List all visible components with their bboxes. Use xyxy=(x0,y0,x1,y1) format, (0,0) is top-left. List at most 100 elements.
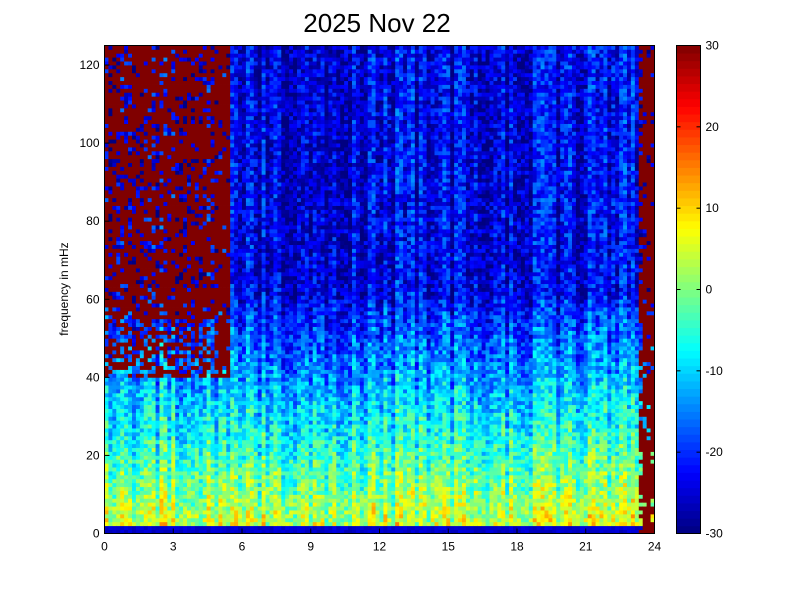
heatmap-cell xyxy=(124,439,129,445)
heatmap-cell xyxy=(175,178,180,183)
heatmap-cell xyxy=(230,260,235,265)
heatmap-cell xyxy=(198,131,204,136)
heatmap-cell xyxy=(238,303,243,308)
heatmap-cell xyxy=(167,291,172,296)
heatmap-cell xyxy=(112,326,117,331)
heatmap-cell xyxy=(214,96,219,101)
heatmap-cell xyxy=(151,279,156,285)
heatmap-cell xyxy=(245,236,251,242)
heatmap-cell xyxy=(171,314,176,320)
heatmap-cell xyxy=(171,162,176,167)
heatmap-cell xyxy=(222,232,227,238)
heatmap-cell xyxy=(222,283,227,288)
heatmap-cell xyxy=(112,310,117,316)
heatmap-cell xyxy=(206,76,211,82)
heatmap-cell xyxy=(226,326,231,331)
heatmap-cell xyxy=(147,303,153,308)
heatmap-cell xyxy=(202,307,208,312)
heatmap-cell xyxy=(112,455,117,460)
heatmap-cell xyxy=(249,404,255,409)
heatmap-cell xyxy=(242,326,247,331)
heatmap-cell xyxy=(120,119,125,124)
heatmap-cell xyxy=(202,213,208,218)
heatmap-cell xyxy=(120,404,125,409)
heatmap-cell xyxy=(198,525,204,530)
heatmap-cell xyxy=(128,283,133,288)
heatmap-cell xyxy=(242,100,247,105)
heatmap-cell xyxy=(175,346,180,351)
heatmap-cell xyxy=(112,49,117,54)
heatmap-cell xyxy=(234,162,239,167)
heatmap-cell xyxy=(226,271,231,277)
heatmap-cell xyxy=(151,100,156,105)
heatmap-cell xyxy=(214,88,219,93)
heatmap-cell xyxy=(214,412,219,417)
heatmap-cell xyxy=(202,299,208,304)
heatmap-cell xyxy=(194,178,200,183)
heatmap-cell xyxy=(128,139,133,144)
heatmap-cell xyxy=(190,197,196,203)
heatmap-cell xyxy=(183,330,188,335)
heatmap-cell xyxy=(249,68,255,74)
heatmap-cell xyxy=(194,506,200,511)
heatmap-cell xyxy=(249,424,255,429)
heatmap-cell xyxy=(214,467,219,472)
heatmap-cell xyxy=(202,369,208,374)
heatmap-cell xyxy=(124,502,129,507)
heatmap-cell xyxy=(190,72,196,78)
heatmap-cell xyxy=(218,225,223,230)
heatmap-cell xyxy=(171,428,176,433)
heatmap-cell xyxy=(128,291,133,296)
heatmap-cell xyxy=(167,61,172,66)
heatmap-cell xyxy=(202,147,208,152)
heatmap-cell xyxy=(112,248,117,253)
heatmap-cell xyxy=(242,57,247,62)
heatmap-cell xyxy=(194,189,200,195)
heatmap-cell xyxy=(135,326,141,331)
heatmap-cell xyxy=(124,326,129,331)
heatmap-cell xyxy=(116,482,121,488)
heatmap-cell xyxy=(128,107,133,113)
heatmap-cell xyxy=(190,61,196,66)
heatmap-cell xyxy=(183,494,188,499)
heatmap-cell xyxy=(253,428,259,433)
heatmap-cell xyxy=(171,57,176,62)
heatmap-cell xyxy=(218,318,223,324)
heatmap-cell xyxy=(104,76,109,82)
heatmap-cell xyxy=(128,143,133,148)
heatmap-cell xyxy=(210,143,215,148)
heatmap-cell xyxy=(226,193,231,199)
heatmap-cell xyxy=(112,260,117,265)
heatmap-cell xyxy=(242,244,247,249)
heatmap-cell xyxy=(194,318,200,324)
heatmap-cell xyxy=(143,279,149,285)
heatmap-cell xyxy=(249,264,255,269)
heatmap-cell xyxy=(120,131,125,136)
heatmap-cell xyxy=(159,314,164,320)
heatmap-cell xyxy=(190,303,196,308)
heatmap-cell xyxy=(147,314,153,320)
heatmap-cell xyxy=(257,111,263,117)
heatmap-cell xyxy=(238,131,243,136)
heatmap-cell xyxy=(245,303,251,308)
heatmap-cell xyxy=(155,346,160,351)
heatmap-cell xyxy=(230,471,235,476)
heatmap-cell xyxy=(210,72,215,78)
heatmap-cell xyxy=(116,459,121,464)
heatmap-cell xyxy=(171,412,176,417)
heatmap-cell xyxy=(143,385,149,390)
heatmap-cell xyxy=(116,435,121,441)
heatmap-cell xyxy=(238,412,243,417)
heatmap-cell xyxy=(143,283,149,288)
heatmap-cell xyxy=(222,295,227,300)
heatmap-cell xyxy=(175,467,180,472)
heatmap-cell xyxy=(139,478,145,484)
heatmap-cell xyxy=(132,318,137,324)
heatmap-cell xyxy=(112,88,117,93)
heatmap-cell xyxy=(155,342,160,347)
heatmap-cell xyxy=(190,268,196,273)
heatmap-cell xyxy=(167,162,172,167)
heatmap-cell xyxy=(132,76,137,82)
heatmap-cell xyxy=(187,80,192,85)
heatmap-cell xyxy=(183,111,188,117)
